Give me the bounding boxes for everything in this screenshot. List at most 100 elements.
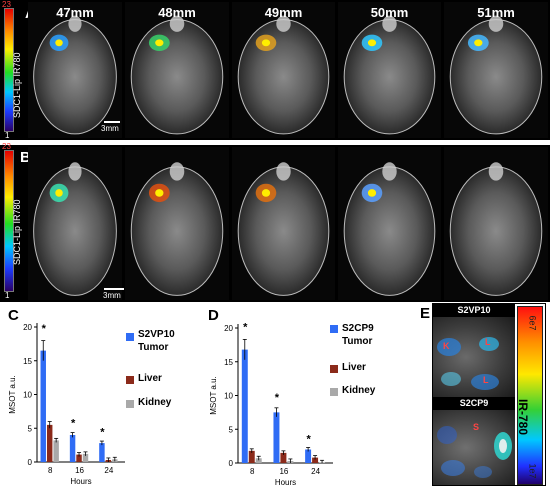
colorbar-b-min: 1: [5, 291, 10, 300]
panel-e-top-image: K L L: [433, 317, 515, 397]
spine-region: [488, 15, 504, 32]
legend-d-kidney-swatch: [330, 388, 338, 396]
mri-slice-body: [33, 162, 117, 296]
colorbar-a-label: SDC1-Lip IR780: [12, 52, 22, 118]
organ-blob: [437, 338, 461, 356]
slice-label: 47mm: [56, 5, 94, 20]
colorbar-b-max: 23: [2, 142, 11, 151]
significance-mark: *: [42, 323, 47, 335]
slice-label: 51mm: [477, 5, 515, 20]
panel-e-bottom-organs: [437, 426, 512, 478]
panel-label-b: B: [20, 149, 31, 166]
spine-region: [68, 162, 82, 181]
organ-mark-l: L: [483, 375, 489, 385]
y-tick-label: 15: [23, 357, 32, 366]
x-tick-label: 24: [311, 467, 320, 476]
tumor-signal-core: [55, 39, 63, 47]
organ-mark-k: K: [443, 341, 450, 351]
mri-slice-body: [33, 15, 117, 135]
tumor-signal-core: [474, 39, 483, 47]
mri-slice-body: [449, 162, 543, 296]
bar-s2cp9-tumor: [241, 349, 248, 463]
body-outline: [33, 166, 117, 296]
mri-slice-body: [237, 15, 330, 135]
x-tick-label: 8: [48, 466, 53, 475]
tumor-signal-core: [155, 39, 164, 47]
tumor-signal-core: [55, 189, 63, 197]
scalebar-a-label: 3mm: [101, 124, 119, 133]
organ-mark-l: L: [485, 337, 491, 347]
bar-liver: [76, 454, 82, 462]
body-outline: [130, 166, 224, 296]
y-tick-label: 10: [224, 392, 233, 401]
x-axis-label: Hours: [275, 478, 296, 487]
significance-mark: *: [71, 417, 76, 429]
panel-e-colorbar-min: 1e7: [527, 463, 538, 479]
spine-region: [68, 15, 82, 32]
body-outline: [33, 19, 117, 135]
y-axis-label: MSOT a.u.: [209, 376, 218, 415]
body-outline: [130, 19, 224, 135]
y-tick-label: 10: [23, 391, 32, 400]
tumor-signal-core: [155, 189, 164, 197]
body-outline: [449, 166, 543, 296]
spine-region: [276, 162, 291, 181]
y-tick-label: 20: [224, 324, 233, 333]
y-tick-label: 0: [28, 458, 33, 467]
organ-blob: [441, 372, 461, 386]
y-tick-label: 0: [229, 459, 234, 468]
significance-mark: *: [306, 433, 311, 445]
bar-s2vp10-tumor: [99, 443, 105, 462]
colorbar-a-min: 1: [5, 131, 10, 140]
tumor-signal-core: [261, 189, 271, 197]
y-tick-label: 15: [224, 358, 233, 367]
mri-slice-body: [449, 15, 543, 135]
organ-blob: [479, 337, 499, 351]
panel-e-colorbar-max: 6e7: [527, 315, 538, 331]
body-outline: [237, 19, 330, 135]
body-outline: [343, 166, 436, 296]
x-tick-label: 24: [104, 466, 113, 475]
bar-kidney: [53, 440, 59, 462]
organ-blob: [437, 426, 457, 444]
mri-slice-body: [130, 15, 224, 135]
panel-e-frame: S2VP10 K L L S2CP9 S IR-780 6e7 1e7: [432, 303, 546, 486]
colorbar-b-label: SDC1-Lip IR780: [12, 199, 22, 265]
organ-mark-s: S: [473, 422, 480, 432]
organ-blob: [471, 374, 499, 390]
mri-slice-body: [237, 162, 330, 296]
slice-label: 49mm: [264, 5, 303, 20]
legend-d-tumor-swatch: [330, 325, 338, 333]
mri-slice-b-1: [28, 147, 122, 300]
panel-label-d: D: [208, 307, 219, 324]
legend-c-liver: Liver: [138, 373, 162, 384]
legend-d-tumor: S2CP9 Tumor: [342, 323, 374, 347]
legend-c-kidney-swatch: [126, 400, 134, 408]
significance-mark: *: [100, 426, 105, 438]
spine-region: [382, 15, 397, 32]
spine-region: [169, 15, 185, 32]
panel-e-colorbar-label: IR-780: [516, 399, 530, 436]
body-outline: [449, 19, 543, 135]
y-axis-label: MSOT a.u.: [8, 375, 17, 414]
scalebar-b-line: [104, 288, 124, 290]
x-tick-label: 16: [279, 467, 288, 476]
slice-label: 48mm: [158, 5, 196, 20]
spine-region: [382, 162, 397, 181]
y-tick-label: 5: [28, 424, 33, 433]
mri-slice-body: [343, 162, 436, 296]
panel-label-e: E: [420, 305, 431, 322]
chart-d: 0 5 10 15 20 * 8 * 16 * 24 Hours MSOT a.u.: [209, 322, 333, 487]
tumor-signal-core: [367, 189, 377, 197]
organ-blob: [474, 466, 492, 478]
bar-s2cp9-tumor: [273, 412, 280, 463]
colorbar-a-max: 23: [2, 0, 11, 9]
organ-blob: [499, 439, 507, 453]
colorbar-b: [4, 150, 14, 292]
panel-e-top-organs: [437, 337, 499, 390]
spine-region: [488, 162, 504, 181]
mri-slice-body: [130, 162, 224, 296]
legend-c-kidney: Kidney: [138, 397, 172, 408]
panel-e-top-title: S2VP10: [433, 304, 515, 317]
slice-label: 50mm: [370, 5, 409, 20]
